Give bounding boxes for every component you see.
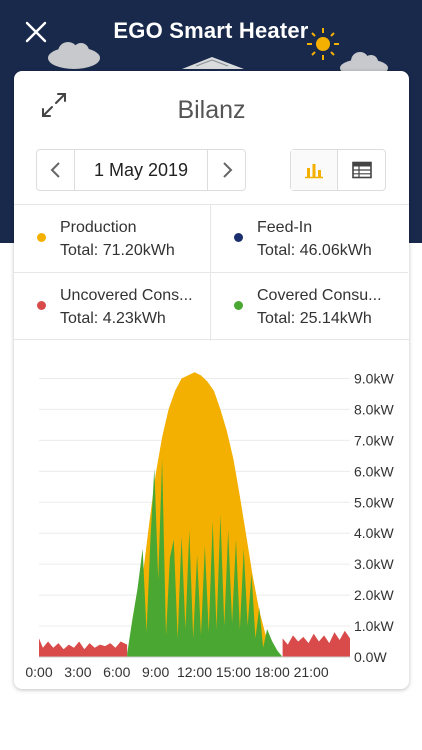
energy-chart-svg: 0.0W 1.0kW 2.0kW 3.0kW 4.0kW 5.0kW 6.0kW 7.0kW 8…	[25, 370, 394, 680]
chevron-left-icon	[50, 162, 60, 178]
legend-grid: Production Total: 71.20kWh Feed-In Total…	[14, 204, 409, 341]
date-navigator: 1 May 2019	[36, 149, 246, 191]
y-tick-label: 3.0kW	[354, 556, 394, 572]
app-title: EGO Smart Heater	[113, 18, 309, 43]
legend-label: Feed-In	[257, 219, 313, 236]
covered-color-dot	[234, 301, 243, 310]
y-tick-label: 6.0kW	[354, 463, 394, 479]
x-tick-label: 3:00	[64, 664, 91, 680]
legend-production[interactable]: Production Total: 71.20kWh	[14, 205, 211, 273]
x-tick-label: 0:00	[25, 664, 52, 680]
x-tick-label: 15:00	[216, 664, 251, 680]
uncovered-consumption-area-evening	[282, 630, 350, 657]
x-tick-label: 18:00	[255, 664, 290, 680]
chevron-right-icon	[222, 162, 232, 178]
cloud-icon	[48, 42, 100, 69]
app-header: EGO Smart Heater	[0, 0, 422, 64]
y-tick-label: 8.0kW	[354, 401, 394, 417]
x-tick-label: 6:00	[103, 664, 130, 680]
previous-day-button[interactable]	[37, 150, 75, 190]
sun-icon	[307, 28, 339, 60]
legend-label: Uncovered Cons...	[60, 287, 193, 304]
uncovered-consumption-area-night	[39, 638, 128, 657]
view-toggle	[290, 149, 386, 191]
house-roof-icon	[182, 57, 244, 69]
y-tick-label: 7.0kW	[354, 432, 394, 448]
card-title: Bilanz	[177, 96, 246, 124]
y-tick-label: 9.0kW	[354, 370, 394, 386]
close-icon[interactable]	[22, 18, 50, 46]
legend-label: Covered Consu...	[257, 287, 382, 304]
table-icon	[351, 161, 372, 179]
legend-feed-in[interactable]: Feed-In Total: 46.06kWh	[211, 205, 408, 273]
balance-card: Bilanz 1 May 2019	[14, 71, 409, 689]
x-tick-label: 9:00	[142, 664, 169, 680]
production-color-dot	[37, 233, 46, 242]
legend-label: Production	[60, 219, 137, 236]
legend-total: Total: 4.23kWh	[60, 310, 166, 327]
x-tick-label: 12:00	[177, 664, 212, 680]
chart-view-button[interactable]	[291, 150, 338, 190]
legend-covered-consumption[interactable]: Covered Consu... Total: 25.14kWh	[211, 273, 408, 341]
date-label[interactable]: 1 May 2019	[93, 159, 189, 180]
legend-total: Total: 46.06kWh	[257, 242, 372, 259]
expand-icon[interactable]	[40, 91, 68, 119]
table-view-button[interactable]	[338, 150, 385, 190]
legend-total: Total: 71.20kWh	[60, 242, 175, 259]
y-tick-label: 0.0W	[354, 649, 387, 665]
feed-in-color-dot	[234, 233, 243, 242]
bar-chart-icon	[305, 164, 323, 179]
covered-consumption-area	[127, 458, 283, 657]
uncovered-color-dot	[37, 301, 46, 310]
legend-uncovered-consumption[interactable]: Uncovered Cons... Total: 4.23kWh	[14, 273, 211, 341]
y-tick-label: 4.0kW	[354, 525, 394, 541]
y-tick-label: 2.0kW	[354, 587, 394, 603]
x-tick-label: 21:00	[294, 664, 329, 680]
next-day-button[interactable]	[207, 150, 245, 190]
legend-total: Total: 25.14kWh	[257, 310, 372, 327]
y-tick-label: 1.0kW	[354, 618, 394, 634]
y-tick-label: 5.0kW	[354, 494, 394, 510]
energy-chart[interactable]: 0.0W 1.0kW 2.0kW 3.0kW 4.0kW 5.0kW 6.0kW 7.0kW 8…	[14, 346, 409, 686]
